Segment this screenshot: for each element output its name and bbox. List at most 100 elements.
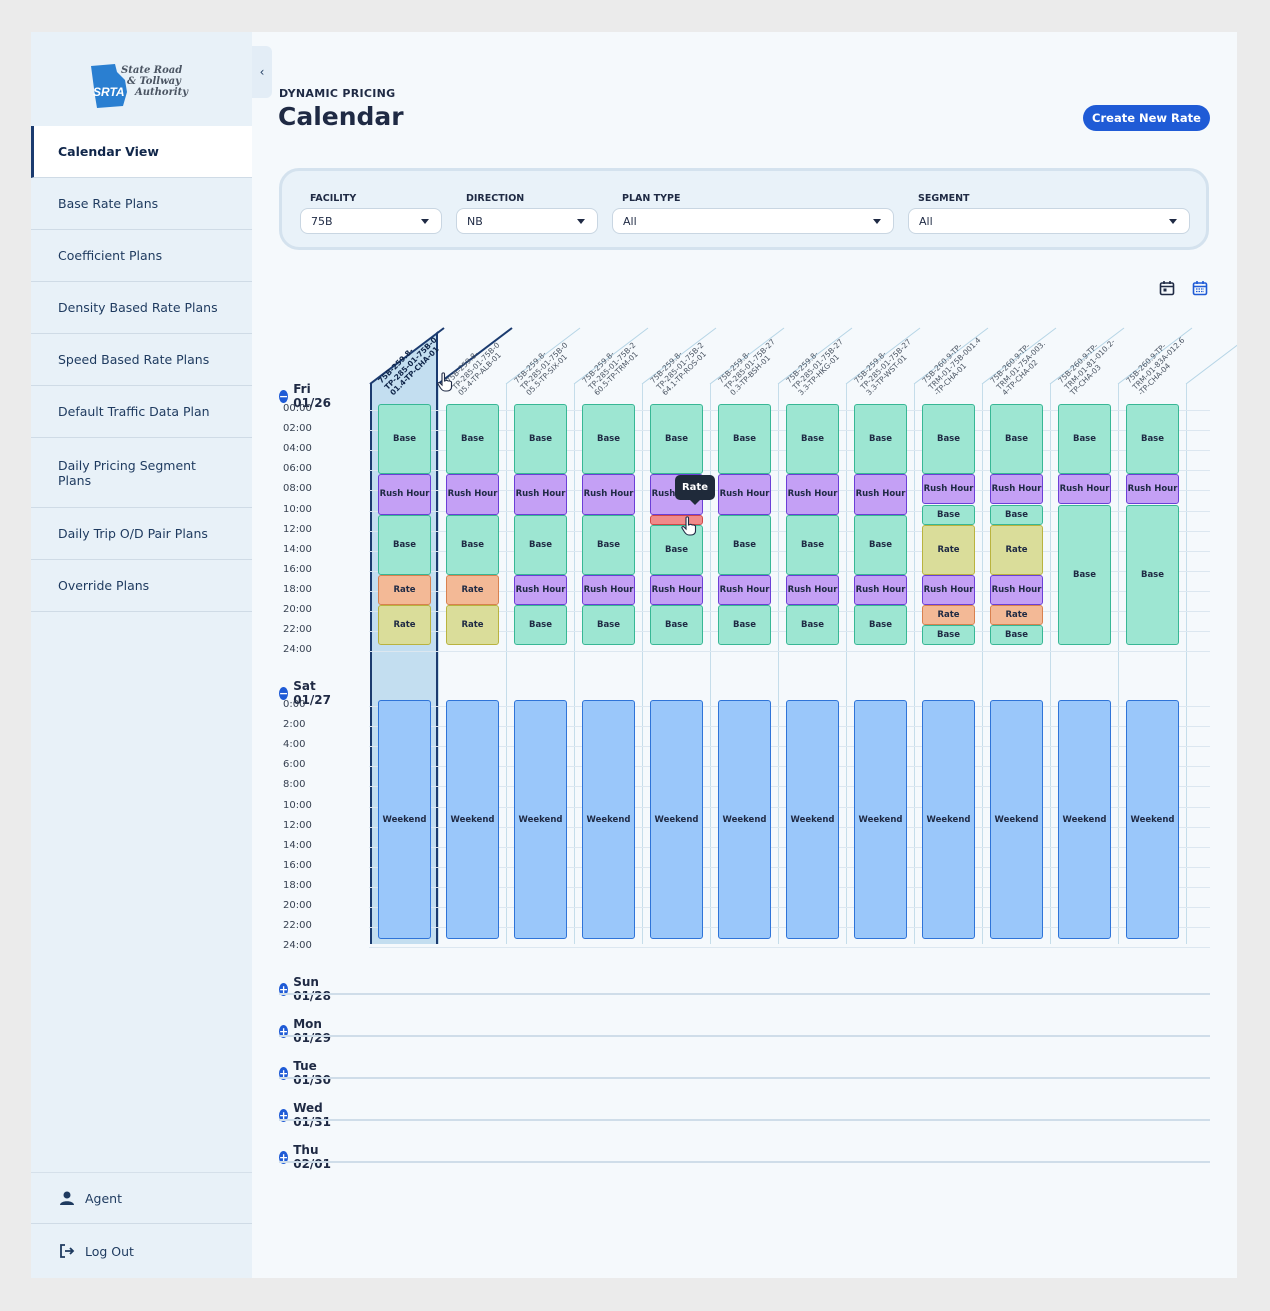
plan-type-select[interactable]: All: [612, 208, 894, 234]
expand-circle-icon[interactable]: +: [279, 982, 289, 996]
rate-block-weekend[interactable]: Weekend: [922, 700, 975, 939]
rate-block-base[interactable]: Base: [650, 404, 703, 475]
rate-block-base[interactable]: Base: [990, 504, 1043, 525]
rate-block-base[interactable]: Base: [786, 605, 839, 646]
rate-block-base[interactable]: Base: [990, 404, 1043, 475]
sidebar-item-calendar-view[interactable]: Calendar View: [31, 126, 252, 178]
rate-block-base[interactable]: Base: [1126, 504, 1179, 646]
sidebar-item-base-rate-plans[interactable]: Base Rate Plans: [31, 178, 252, 230]
rate-block-rush[interactable]: Rush Hour: [582, 474, 635, 515]
rate-block-base[interactable]: Base: [446, 514, 499, 575]
rate-block-base[interactable]: Base: [718, 605, 771, 646]
day-header-thu[interactable]: + Thu 02/01: [279, 1143, 335, 1171]
sidebar-item-override-plans[interactable]: Override Plans: [31, 560, 252, 612]
calendar-week-view-icon[interactable]: [1192, 280, 1208, 296]
rate-block-base[interactable]: Base: [582, 514, 635, 575]
rate-block-weekend[interactable]: Weekend: [1126, 700, 1179, 939]
rate-block-weekend[interactable]: Weekend: [1058, 700, 1111, 939]
direction-select[interactable]: NB: [456, 208, 598, 234]
create-new-rate-button[interactable]: Create New Rate: [1083, 105, 1210, 131]
rate-block-weekend[interactable]: Weekend: [514, 700, 567, 939]
rate-block-rush[interactable]: Rush Hour: [582, 574, 635, 605]
rate-block-weekend[interactable]: Weekend: [582, 700, 635, 939]
rate-block-base[interactable]: Base: [922, 504, 975, 525]
rate-block-ratey[interactable]: Rate: [990, 524, 1043, 575]
rate-block-base[interactable]: Base: [922, 625, 975, 646]
rate-block-base[interactable]: Base: [922, 404, 975, 475]
rate-block-base[interactable]: Base: [514, 404, 567, 475]
user-menu[interactable]: Agent: [31, 1172, 252, 1224]
day-header-sun[interactable]: + Sun 01/28: [279, 975, 335, 1003]
rate-block-ratey[interactable]: Rate: [446, 605, 499, 646]
sidebar-item-daily-trip-o-d-pair-plans[interactable]: Daily Trip O/D Pair Plans: [31, 508, 252, 560]
collapse-sidebar-button[interactable]: ‹: [252, 46, 272, 98]
expand-circle-icon[interactable]: +: [279, 1108, 289, 1122]
rate-block-base[interactable]: Base: [378, 404, 431, 475]
facility-select[interactable]: 75B: [300, 208, 442, 234]
rate-block-base[interactable]: Base: [854, 404, 907, 475]
rate-block-rush[interactable]: Rush Hour: [786, 474, 839, 515]
rate-block-base[interactable]: Base: [854, 514, 907, 575]
rate-block-weekend[interactable]: Weekend: [378, 700, 431, 939]
rate-block-base[interactable]: Base: [854, 605, 907, 646]
rate-block-base[interactable]: Base: [990, 625, 1043, 646]
rate-block-rush[interactable]: Rush Hour: [446, 474, 499, 515]
collapse-circle-icon[interactable]: −: [279, 686, 289, 700]
rate-block-weekend[interactable]: Weekend: [786, 700, 839, 939]
rate-block-rateo[interactable]: Rate: [990, 605, 1043, 626]
rate-block-weekend[interactable]: Weekend: [718, 700, 771, 939]
rate-block-rush[interactable]: Rush Hour: [1058, 474, 1111, 505]
rate-block-base[interactable]: Base: [582, 605, 635, 646]
expand-circle-icon[interactable]: +: [279, 1066, 289, 1080]
rate-block-rush[interactable]: Rush Hour: [650, 574, 703, 605]
rate-block-rush[interactable]: Rush Hour: [718, 574, 771, 605]
rate-block-rush[interactable]: Rush Hour: [378, 474, 431, 515]
rate-block-base[interactable]: Base: [786, 514, 839, 575]
rate-block-base[interactable]: Base: [718, 404, 771, 475]
rate-block-rush[interactable]: Rush Hour: [990, 574, 1043, 605]
day-header-mon[interactable]: + Mon 01/29: [279, 1017, 335, 1045]
rate-block-weekend[interactable]: Weekend: [650, 700, 703, 939]
sidebar-item-daily-pricing-segment-plans[interactable]: Daily Pricing Segment Plans: [31, 438, 252, 508]
rate-block-weekend[interactable]: Weekend: [990, 700, 1043, 939]
rate-block-weekend[interactable]: Weekend: [446, 700, 499, 939]
rate-block-base[interactable]: Base: [446, 404, 499, 475]
expand-circle-icon[interactable]: +: [279, 1150, 289, 1164]
rate-block-rush[interactable]: Rush Hour: [854, 574, 907, 605]
logout-button[interactable]: Log Out: [31, 1225, 252, 1277]
rate-block-base[interactable]: Base: [1126, 404, 1179, 475]
rate-block-base[interactable]: Base: [650, 605, 703, 646]
rate-block-base[interactable]: Base: [582, 404, 635, 475]
segment-select[interactable]: All: [908, 208, 1190, 234]
rate-block-base[interactable]: Base: [786, 404, 839, 475]
day-header-wed[interactable]: + Wed 01/31: [279, 1101, 335, 1129]
rate-block-ratey[interactable]: Rate: [922, 524, 975, 575]
rate-block-rateo[interactable]: Rate: [922, 605, 975, 626]
rate-block-weekend[interactable]: Weekend: [854, 700, 907, 939]
rate-block-ratey[interactable]: Rate: [378, 605, 431, 646]
rate-block-rush[interactable]: Rush Hour: [514, 574, 567, 605]
rate-block-base[interactable]: Base: [718, 514, 771, 575]
calendar-day-view-icon[interactable]: [1159, 280, 1175, 296]
collapse-circle-icon[interactable]: −: [279, 389, 289, 403]
day-header-sat[interactable]: − Sat 01/27: [279, 679, 335, 707]
sidebar-item-speed-based-rate-plans[interactable]: Speed Based Rate Plans: [31, 334, 252, 386]
rate-block-rateo[interactable]: Rate: [378, 574, 431, 605]
sidebar-item-default-traffic-data-plan[interactable]: Default Traffic Data Plan: [31, 386, 252, 438]
sidebar-item-coefficient-plans[interactable]: Coefficient Plans: [31, 230, 252, 282]
rate-block-rush[interactable]: Rush Hour: [1126, 474, 1179, 505]
rate-block-base[interactable]: Base: [1058, 504, 1111, 646]
rate-block-rateo[interactable]: Rate: [446, 574, 499, 605]
rate-block-rush[interactable]: Rush Hour: [922, 574, 975, 605]
rate-block-base[interactable]: Base: [378, 514, 431, 575]
rate-block-base[interactable]: Base: [514, 514, 567, 575]
rate-block-rush[interactable]: Rush Hour: [854, 474, 907, 515]
day-header-tue[interactable]: + Tue 01/30: [279, 1059, 335, 1087]
rate-block-rush[interactable]: Rush Hour: [786, 574, 839, 605]
rate-block-rush[interactable]: Rush Hour: [990, 474, 1043, 505]
rate-block-red[interactable]: [650, 514, 703, 525]
rate-block-rush[interactable]: Rush Hour: [922, 474, 975, 505]
srta-logo[interactable]: SRTA State Road & Tollway Authority: [31, 32, 252, 126]
rate-block-rush[interactable]: Rush Hour: [718, 474, 771, 515]
rate-block-rush[interactable]: Rush Hour: [514, 474, 567, 515]
